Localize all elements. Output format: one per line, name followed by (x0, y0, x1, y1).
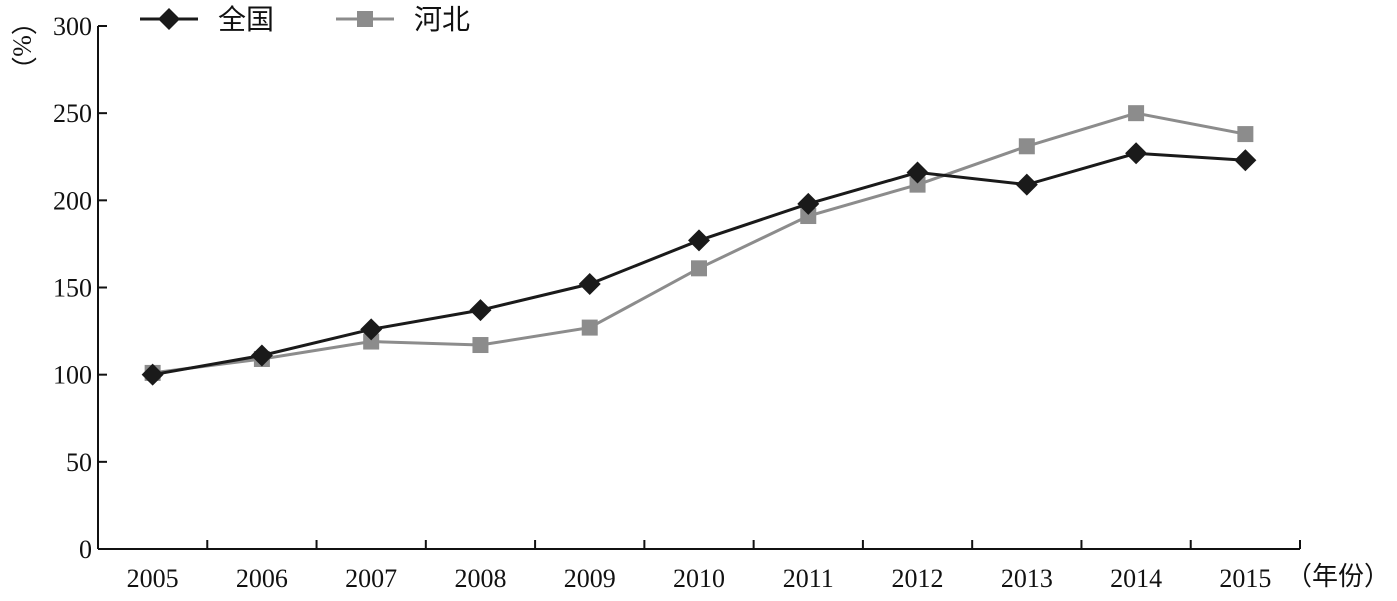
legend-marker (158, 8, 180, 30)
x-tick-label: 2007 (345, 564, 397, 593)
data-point (1018, 138, 1035, 155)
y-tick-label: 50 (66, 448, 92, 477)
y-tick-label: 100 (53, 361, 92, 390)
legend-label: 河北 (414, 5, 470, 36)
data-point (469, 299, 492, 322)
data-point (1015, 173, 1038, 196)
legend: 全国 河北 (140, 4, 470, 36)
y-tick-label: 150 (53, 274, 92, 303)
y-tick-label: 300 (53, 12, 92, 41)
data-point (1128, 105, 1145, 122)
y-tick-label: 200 (53, 186, 92, 215)
x-tick-label: 2011 (783, 564, 834, 593)
data-point (797, 192, 820, 215)
y-tick-label: 0 (79, 535, 92, 564)
legend-marker (357, 11, 373, 27)
data-point (1125, 142, 1148, 165)
x-tick-label: 2006 (236, 564, 288, 593)
legend-item-0: 全国 (140, 4, 274, 36)
data-point (360, 318, 383, 341)
x-tick-label: 2013 (1001, 564, 1053, 593)
axes: 0 50 100 150 200 250 300 2005 2006 2007 2008 2009 20… (53, 12, 1301, 593)
data-point (578, 273, 601, 296)
x-tick-label: 2009 (564, 564, 616, 593)
x-tick-label: 2015 (1219, 564, 1271, 593)
legend-item-1: 河北 (336, 5, 470, 36)
data-point (906, 161, 929, 184)
data-point (688, 229, 710, 252)
x-tick-label: 2008 (454, 564, 506, 593)
data-point (800, 208, 817, 225)
series-layer (141, 105, 1257, 386)
series-0 (141, 142, 1257, 386)
x-tick-label: 2012 (892, 564, 944, 593)
data-point (1237, 126, 1254, 143)
data-point (909, 176, 926, 193)
y-axis-label: （%） (8, 9, 37, 83)
y-tick-label: 250 (53, 99, 92, 128)
data-point (250, 344, 273, 367)
data-point (472, 337, 489, 354)
data-point (581, 319, 598, 336)
data-point (1234, 149, 1257, 172)
x-tick-label: 2010 (673, 564, 725, 593)
legend-label: 全国 (218, 4, 274, 36)
data-point (363, 333, 380, 350)
data-point (691, 260, 707, 277)
x-tick-label: 2014 (1110, 564, 1162, 593)
x-axis-label: （年份） (1286, 562, 1390, 591)
data-point (141, 363, 164, 386)
x-tick-label: 2005 (127, 564, 179, 593)
